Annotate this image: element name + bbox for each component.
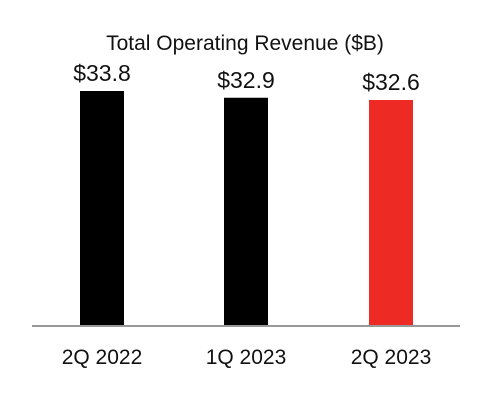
data-label-1: $33.8	[73, 60, 131, 86]
data-labels-group: $33.8 $32.9 $32.6	[73, 60, 420, 95]
x-tick-labels-group: 2Q 2022 1Q 2023 2Q 2023	[62, 346, 432, 369]
x-tick-label-2: 1Q 2023	[206, 346, 287, 369]
x-tick-label-1: 2Q 2022	[62, 346, 143, 369]
chart-title: Total Operating Revenue ($B)	[106, 32, 384, 55]
bar-2	[224, 97, 268, 326]
x-tick-label-3: 2Q 2023	[351, 346, 432, 369]
bar-1	[80, 91, 124, 326]
bars-group	[80, 91, 413, 326]
data-label-2: $32.9	[217, 67, 275, 93]
data-label-3: $32.6	[362, 69, 420, 95]
bar-3	[369, 100, 413, 326]
